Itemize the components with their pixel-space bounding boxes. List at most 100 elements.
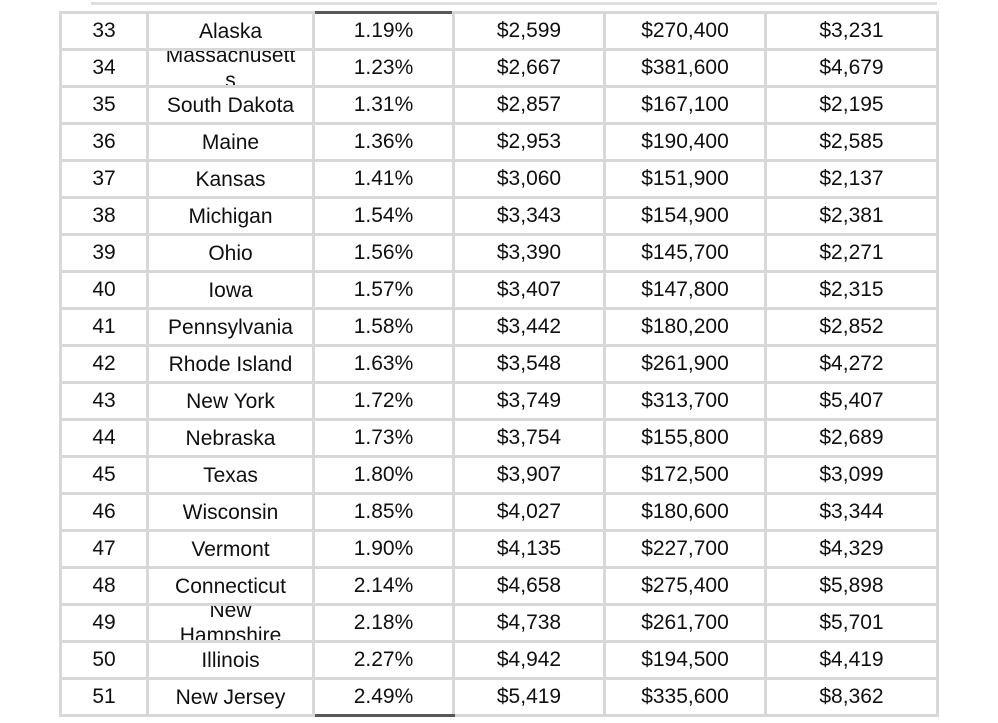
table-row: 36 Maine 1.36% $2,953 $190,400 $2,585 [59, 122, 939, 162]
state-cell: New Jersey [146, 677, 315, 717]
amount-b-cell: $155,800 [603, 418, 767, 458]
previous-row-sliver [91, 2, 937, 5]
amount-b-cell: $261,700 [603, 603, 767, 643]
state-cell: New Hampshire [146, 603, 315, 643]
amount-a-cell: $4,738 [452, 603, 606, 643]
amount-c-cell: $3,344 [764, 492, 939, 532]
table-row: 46 Wisconsin 1.85% $4,027 $180,600 $3,34… [59, 492, 939, 532]
amount-b-cell: $151,900 [603, 159, 767, 199]
table-row: 50 Illinois 2.27% $4,942 $194,500 $4,419 [59, 640, 939, 680]
amount-b-cell: $381,600 [603, 48, 767, 88]
rank-cell: 51 [59, 677, 149, 717]
amount-b-cell: $147,800 [603, 270, 767, 310]
state-cell: Michigan [146, 196, 315, 236]
rank-cell: 47 [59, 529, 149, 569]
state-cell-clip: New York [151, 386, 311, 417]
rank-cell: 45 [59, 455, 149, 495]
tax-rate-cell: 1.54% [312, 196, 455, 236]
amount-a-cell: $4,658 [452, 566, 606, 606]
table-row: 37 Kansas 1.41% $3,060 $151,900 $2,137 [59, 159, 939, 199]
tax-rate-cell: 2.27% [312, 640, 455, 680]
state-cell-clip: Alaska [151, 16, 311, 47]
tax-rate-cell: 1.19% [312, 11, 455, 51]
amount-c-cell: $5,898 [764, 566, 939, 606]
state-cell-clip: Ohio [151, 238, 311, 269]
state-name: South Dakota [166, 93, 295, 117]
state-name: New York [186, 389, 275, 413]
tax-rate-cell: 1.41% [312, 159, 455, 199]
amount-b-cell: $261,900 [603, 344, 767, 384]
table-row: 43 New York 1.72% $3,749 $313,700 $5,407 [59, 381, 939, 421]
amount-c-cell: $4,419 [764, 640, 939, 680]
table-row: 51 New Jersey 2.49% $5,419 $335,600 $8,3… [59, 677, 939, 717]
amount-a-cell: $3,548 [452, 344, 606, 384]
state-name: Ohio [208, 241, 253, 265]
rank-cell: 40 [59, 270, 149, 310]
amount-b-cell: $145,700 [603, 233, 767, 273]
tax-rate-cell: 1.31% [312, 85, 455, 125]
state-name: Vermont [191, 537, 270, 561]
amount-c-cell: $2,585 [764, 122, 939, 162]
table-row: 38 Michigan 1.54% $3,343 $154,900 $2,381 [59, 196, 939, 236]
state-cell: Wisconsin [146, 492, 315, 532]
amount-c-cell: $2,381 [764, 196, 939, 236]
tax-rate-cell: 1.85% [312, 492, 455, 532]
rank-cell: 36 [59, 122, 149, 162]
table-row: 34 Massachusetts 1.23% $2,667 $381,600 $… [59, 48, 939, 88]
rank-cell: 46 [59, 492, 149, 532]
amount-b-cell: $313,700 [603, 381, 767, 421]
rank-cell: 43 [59, 381, 149, 421]
amount-a-cell: $3,754 [452, 418, 606, 458]
table-row: 44 Nebraska 1.73% $3,754 $155,800 $2,689 [59, 418, 939, 458]
property-tax-table: 33 Alaska 1.19% $2,599 $270,400 $3,231 3… [59, 11, 939, 717]
table-row: 41 Pennsylvania 1.58% $3,442 $180,200 $2… [59, 307, 939, 347]
rank-cell: 37 [59, 159, 149, 199]
amount-c-cell: $3,099 [764, 455, 939, 495]
amount-c-cell: $3,231 [764, 11, 939, 51]
amount-b-cell: $227,700 [603, 529, 767, 569]
state-name: Connecticut [175, 574, 286, 598]
amount-b-cell: $335,600 [603, 677, 767, 717]
state-cell-clip: Kansas [151, 164, 311, 195]
amount-c-cell: $2,195 [764, 85, 939, 125]
amount-a-cell: $4,135 [452, 529, 606, 569]
amount-a-cell: $2,857 [452, 85, 606, 125]
tax-rate-cell: 2.49% [312, 677, 455, 717]
amount-a-cell: $3,749 [452, 381, 606, 421]
amount-b-cell: $270,400 [603, 11, 767, 51]
state-name: Illinois [201, 648, 260, 672]
tax-rate-cell: 1.90% [312, 529, 455, 569]
state-name: Maine [201, 130, 260, 154]
state-cell: Alaska [146, 11, 315, 51]
state-cell-clip: Texas [151, 460, 311, 491]
amount-b-cell: $190,400 [603, 122, 767, 162]
amount-c-cell: $2,852 [764, 307, 939, 347]
state-name: Massachusetts [165, 51, 296, 85]
state-name: Iowa [208, 278, 253, 302]
rank-cell: 33 [59, 11, 149, 51]
tax-rate-cell: 1.58% [312, 307, 455, 347]
state-cell-clip: New Hampshire [151, 608, 311, 639]
state-cell: Vermont [146, 529, 315, 569]
table-row: 40 Iowa 1.57% $3,407 $147,800 $2,315 [59, 270, 939, 310]
rank-cell: 49 [59, 603, 149, 643]
table-row: 35 South Dakota 1.31% $2,857 $167,100 $2… [59, 85, 939, 125]
state-cell-clip: New Jersey [151, 682, 311, 713]
state-cell: Nebraska [146, 418, 315, 458]
state-name: Kansas [195, 167, 266, 191]
state-cell-clip: Illinois [151, 645, 311, 676]
amount-b-cell: $180,200 [603, 307, 767, 347]
tax-rate-cell: 1.36% [312, 122, 455, 162]
amount-b-cell: $194,500 [603, 640, 767, 680]
state-cell-clip: Pennsylvania [151, 312, 311, 343]
rank-cell: 39 [59, 233, 149, 273]
state-cell: Pennsylvania [146, 307, 315, 347]
state-cell-clip: Michigan [151, 201, 311, 232]
table-row: 47 Vermont 1.90% $4,135 $227,700 $4,329 [59, 529, 939, 569]
state-name: Nebraska [185, 426, 276, 450]
tax-rate-cell: 2.14% [312, 566, 455, 606]
state-cell-clip: Wisconsin [151, 497, 311, 528]
state-name: Michigan [188, 204, 273, 228]
amount-b-cell: $180,600 [603, 492, 767, 532]
